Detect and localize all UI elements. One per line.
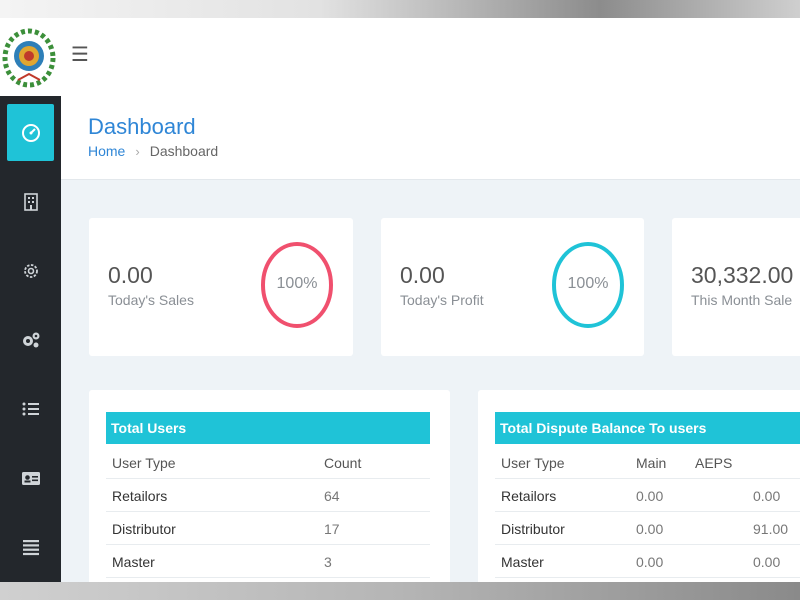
column-header: User Type xyxy=(112,455,176,471)
dispute-balance-panel: Total Dispute Balance To users User Type… xyxy=(478,390,800,582)
user-type-cell: Master xyxy=(112,554,155,570)
aeps-balance-cell: 91.00 xyxy=(753,521,789,537)
user-type-cell: Distributor xyxy=(112,521,176,537)
aeps-balance-cell: 0.00 xyxy=(753,488,781,504)
sidebar xyxy=(0,96,61,582)
stat-label: Today's Profit xyxy=(400,292,484,308)
column-header: Count xyxy=(324,455,362,471)
progress-ring-percent: 100% xyxy=(567,275,609,292)
progress-ring-percent: 100% xyxy=(276,275,318,292)
total-users-title: Total Users xyxy=(106,412,430,444)
total-users-panel: Total Users User Type Count Retailors 64… xyxy=(89,390,450,582)
top-navbar: ☰ xyxy=(0,18,800,96)
sidebar-item-menu[interactable] xyxy=(7,518,54,575)
table-row: Distributor 17 xyxy=(106,512,430,545)
table-header-row: User Type Main AEPS xyxy=(495,446,800,479)
building-icon xyxy=(23,192,38,211)
logo-emblem-icon[interactable] xyxy=(2,28,56,88)
list-icon xyxy=(22,402,39,415)
dashboard-icon xyxy=(21,123,40,142)
table-row: Retailors 0.00 0.00 xyxy=(495,479,800,512)
count-cell: 64 xyxy=(324,488,340,504)
browser-viewport: ☰ xyxy=(0,18,800,582)
user-type-cell: Master xyxy=(501,554,544,570)
breadcrumb-home-link[interactable]: Home xyxy=(88,143,126,159)
progress-ring: 100% xyxy=(260,241,334,329)
gear-icon xyxy=(23,263,38,278)
table-header-row: User Type Count xyxy=(106,446,430,479)
chevron-right-icon: › xyxy=(135,143,140,159)
user-type-cell: Distributor xyxy=(501,521,565,537)
id-card-icon xyxy=(21,471,40,485)
column-header: AEPS xyxy=(695,455,733,471)
breadcrumb-current: Dashboard xyxy=(149,143,219,159)
sidebar-item-settings[interactable] xyxy=(7,242,54,299)
aeps-balance-cell: 0.00 xyxy=(753,554,781,570)
count-cell: 17 xyxy=(324,521,340,537)
monitor-bezel-bottom xyxy=(0,582,800,600)
sidebar-item-dashboard[interactable] xyxy=(7,104,54,161)
dispute-balance-title: Total Dispute Balance To users xyxy=(495,412,800,444)
page-title: Dashboard xyxy=(88,114,196,139)
stat-value: 0.00 xyxy=(108,262,153,288)
menu-lines-icon xyxy=(22,539,39,555)
hamburger-menu-icon[interactable]: ☰ xyxy=(71,44,89,66)
table-row: Retailors 64 xyxy=(106,479,430,512)
stat-label: Today's Sales xyxy=(108,292,194,308)
gears-icon xyxy=(22,332,39,347)
column-header: Main xyxy=(636,455,667,471)
main-balance-cell: 0.00 xyxy=(636,554,664,570)
stat-card-today-sales: 0.00 Today's Sales 100% xyxy=(89,218,353,356)
table-row: Master 0.00 0.00 xyxy=(495,545,800,578)
sidebar-item-configuration[interactable] xyxy=(7,311,54,368)
page-header: Dashboard Home › Dashboard xyxy=(61,96,800,180)
main-balance-cell: 0.00 xyxy=(636,488,664,504)
breadcrumb: Home › Dashboard xyxy=(88,143,218,159)
main-balance-cell: 0.00 xyxy=(636,521,664,537)
stat-label: This Month Sale xyxy=(691,292,793,308)
sidebar-item-company[interactable] xyxy=(7,173,54,230)
sidebar-item-list[interactable] xyxy=(7,380,54,437)
stat-value: 30,332.00 xyxy=(691,262,794,288)
user-type-cell: Retailors xyxy=(112,488,168,504)
count-cell: 3 xyxy=(324,554,332,570)
table-row: Master 3 xyxy=(106,545,430,578)
stat-card-month-sale: 30,332.00 This Month Sale xyxy=(672,218,800,356)
stat-card-today-profit: 0.00 Today's Profit 100% xyxy=(381,218,644,356)
stat-value: 0.00 xyxy=(400,262,445,288)
progress-ring: 100% xyxy=(551,241,625,329)
monitor-bezel-top xyxy=(0,0,800,18)
column-header: User Type xyxy=(501,455,565,471)
sidebar-item-profile[interactable] xyxy=(7,449,54,506)
user-type-cell: Retailors xyxy=(501,488,557,504)
table-row: Distributor 0.00 91.00 xyxy=(495,512,800,545)
